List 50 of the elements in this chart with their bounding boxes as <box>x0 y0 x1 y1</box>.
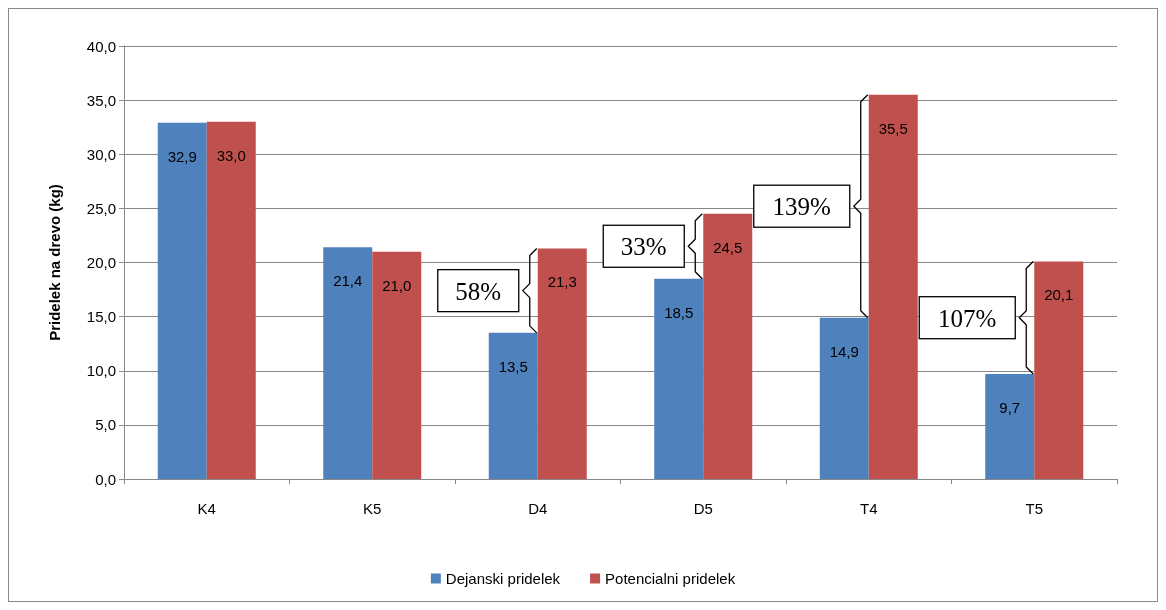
bar <box>1034 261 1084 479</box>
y-tick-label: 40,0 <box>86 37 116 55</box>
bar <box>206 121 256 479</box>
annotation: 139% <box>772 193 831 221</box>
curly-brace-callout: 58% <box>437 247 538 334</box>
data-label: 35,5 <box>878 119 908 137</box>
bar <box>372 251 422 479</box>
bar <box>654 278 704 479</box>
y-tick-label: 15,0 <box>86 308 116 326</box>
data-label: 32,9 <box>167 147 197 165</box>
bar <box>868 94 918 479</box>
bar <box>819 317 869 479</box>
annotation: 58% <box>455 277 502 305</box>
data-label: 14,9 <box>829 342 859 360</box>
y-tick-label: 5,0 <box>95 416 116 434</box>
data-label: 20,1 <box>1044 286 1074 304</box>
y-tick-label: 20,0 <box>86 254 116 271</box>
bar <box>323 247 373 479</box>
y-axis-title: Pridelek na drevo (kg) <box>46 184 63 341</box>
data-label: 24,5 <box>713 238 743 256</box>
y-tick-label: 35,0 <box>86 91 116 109</box>
bar <box>703 213 753 479</box>
x-tick-label: D5 <box>693 500 713 517</box>
legend-label: Potencialni pridelek <box>605 570 736 587</box>
x-tick-label: K4 <box>197 500 216 517</box>
x-tick-label: K5 <box>363 500 382 517</box>
x-tick-label: D4 <box>528 500 548 517</box>
data-label: 18,5 <box>664 303 694 321</box>
y-tick-label: 0,0 <box>95 470 116 488</box>
bar <box>157 122 207 479</box>
x-tick-label: T4 <box>859 500 878 517</box>
data-label: 9,7 <box>999 399 1021 416</box>
bar <box>488 332 538 479</box>
annotation: 33% <box>620 233 667 261</box>
y-tick-label: 25,0 <box>86 199 116 217</box>
bar <box>985 374 1035 479</box>
data-label: 13,5 <box>498 357 528 375</box>
legend-label: Dejanski pridelek <box>445 570 561 587</box>
data-label: 33,0 <box>216 146 246 164</box>
curly-brace-callout: 33% <box>602 213 703 280</box>
y-tick-label: 30,0 <box>86 145 116 163</box>
x-tick-label: T5 <box>1025 500 1044 517</box>
curly-brace-callout: 107% <box>918 260 1034 375</box>
annotation: 107% <box>938 304 997 332</box>
data-label: 21,0 <box>382 276 412 294</box>
data-label: 21,4 <box>333 272 363 290</box>
y-tick-label: 10,0 <box>86 362 116 380</box>
curly-brace-callout: 139% <box>753 94 869 319</box>
bar <box>537 248 587 479</box>
data-label: 21,3 <box>547 273 577 291</box>
